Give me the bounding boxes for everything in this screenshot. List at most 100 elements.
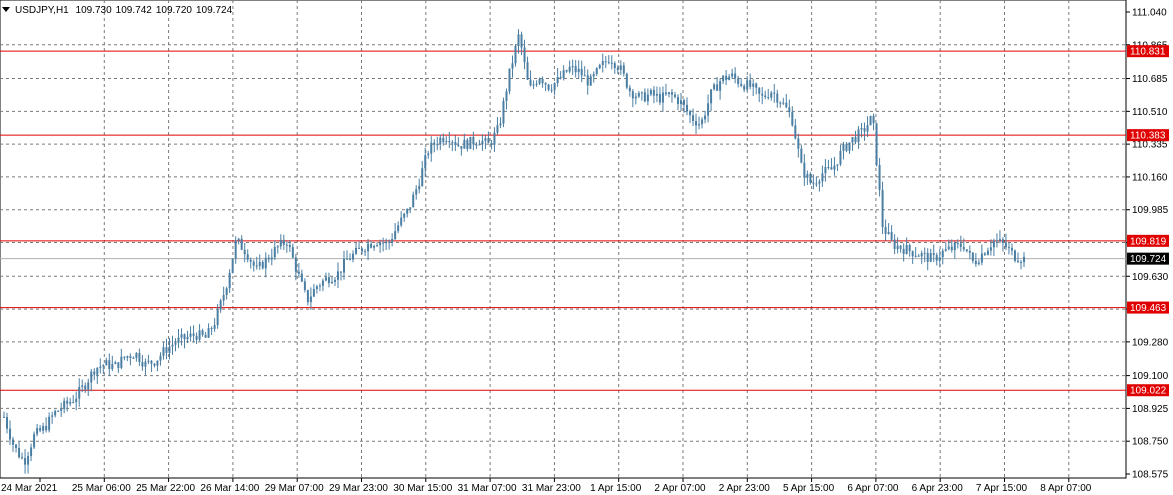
x-tick-label: 31 Mar 23:00 xyxy=(522,483,581,494)
candle-body xyxy=(114,362,117,364)
candle-body xyxy=(466,139,469,149)
candle-body xyxy=(920,253,923,257)
candle-body xyxy=(926,252,929,262)
candle-body xyxy=(346,258,349,260)
candle-body xyxy=(45,425,48,431)
candle-body xyxy=(168,346,171,353)
candle-body xyxy=(950,246,953,251)
low-value: 109.720 xyxy=(155,5,192,16)
candle-body xyxy=(929,253,932,262)
candle-body xyxy=(710,89,713,104)
grid-horizontal xyxy=(0,44,1126,442)
candle-body xyxy=(93,371,96,375)
candle-body xyxy=(842,144,845,151)
grid-vertical xyxy=(103,0,1070,478)
candle-body xyxy=(589,76,592,86)
candle-body xyxy=(9,428,12,440)
candle-body xyxy=(270,257,273,260)
candle-body xyxy=(695,120,698,126)
candle-body xyxy=(701,119,704,125)
candle-body xyxy=(42,425,45,431)
candle-body xyxy=(96,367,99,375)
candle-body xyxy=(309,296,312,303)
x-tick-label: 2 Apr 07:00 xyxy=(654,483,706,494)
candle-body xyxy=(120,356,123,368)
candle-body xyxy=(818,181,821,184)
y-tick-label: 109.985 xyxy=(1132,205,1169,216)
candle-body xyxy=(959,243,962,247)
candle-body xyxy=(848,142,851,151)
candle-body xyxy=(484,138,487,141)
candle-body xyxy=(228,272,231,289)
candle-body xyxy=(893,239,896,250)
candle-body xyxy=(974,260,977,265)
time-axis[interactable]: 24 Mar 2021 25 Mar 06:00 25 Mar 22:00 26 Ma… xyxy=(1,478,1092,494)
candle-body xyxy=(99,366,102,368)
candle-body xyxy=(126,356,129,358)
y-tick-label: 108.575 xyxy=(1132,470,1169,481)
plot-area[interactable] xyxy=(0,0,1127,479)
candle-body xyxy=(520,34,523,48)
candle-body xyxy=(207,328,210,338)
candle-body xyxy=(866,125,869,132)
candle-body xyxy=(51,415,54,417)
candle-body xyxy=(409,207,412,209)
candles xyxy=(3,29,1025,474)
candle-body xyxy=(658,93,661,103)
candle-body xyxy=(664,92,667,95)
level-lines[interactable] xyxy=(0,50,1126,391)
candle-body xyxy=(980,253,983,263)
candle-body xyxy=(992,240,995,248)
candle-body xyxy=(237,238,240,241)
candle-body xyxy=(803,162,806,178)
candle-body xyxy=(538,78,541,84)
candle-body xyxy=(692,115,695,121)
candle-body xyxy=(601,61,604,65)
candle-body xyxy=(243,249,246,255)
candle-body xyxy=(442,137,445,143)
candle-body xyxy=(430,142,433,154)
dropdown-triangle-icon[interactable] xyxy=(2,7,10,12)
candle-body xyxy=(460,146,463,149)
x-tick-label: 25 Mar 06:00 xyxy=(72,483,131,494)
candle-body xyxy=(604,61,607,63)
candle-body xyxy=(487,138,490,144)
x-tick-label: 24 Mar 2021 xyxy=(1,483,58,494)
candle-body xyxy=(634,96,637,99)
candle-body xyxy=(532,84,535,86)
candle-body xyxy=(252,261,255,266)
x-tick-label: 2 Apr 23:00 xyxy=(719,483,771,494)
candle-body xyxy=(204,334,207,338)
y-tick-label: 110.160 xyxy=(1132,172,1168,183)
candle-body xyxy=(273,246,276,258)
candle-body xyxy=(767,97,770,99)
candle-body xyxy=(294,257,297,272)
candle-body xyxy=(995,240,998,242)
candle-body xyxy=(478,144,481,146)
candle-body xyxy=(388,241,391,243)
candle-body xyxy=(1001,239,1004,243)
candle-body xyxy=(421,168,424,186)
candle-body xyxy=(78,386,81,399)
candle-body xyxy=(902,248,905,254)
candle-body xyxy=(370,243,373,248)
candle-body xyxy=(132,357,135,359)
candle-body xyxy=(836,164,839,166)
candle-body xyxy=(72,401,75,403)
candle-body xyxy=(481,140,484,145)
x-tick-label: 26 Mar 14:00 xyxy=(200,483,259,494)
candle-body xyxy=(33,434,36,448)
candle-body xyxy=(673,94,676,97)
candle-body xyxy=(815,183,818,185)
candle-body xyxy=(445,141,448,143)
candle-body xyxy=(195,335,198,340)
candle-body xyxy=(725,75,728,80)
candle-body xyxy=(3,416,5,418)
candle-body xyxy=(860,128,863,130)
candle-body xyxy=(18,447,21,458)
candle-body xyxy=(743,85,746,90)
candle-body xyxy=(508,68,511,92)
candle-body xyxy=(457,145,460,147)
candle-body xyxy=(279,239,282,247)
